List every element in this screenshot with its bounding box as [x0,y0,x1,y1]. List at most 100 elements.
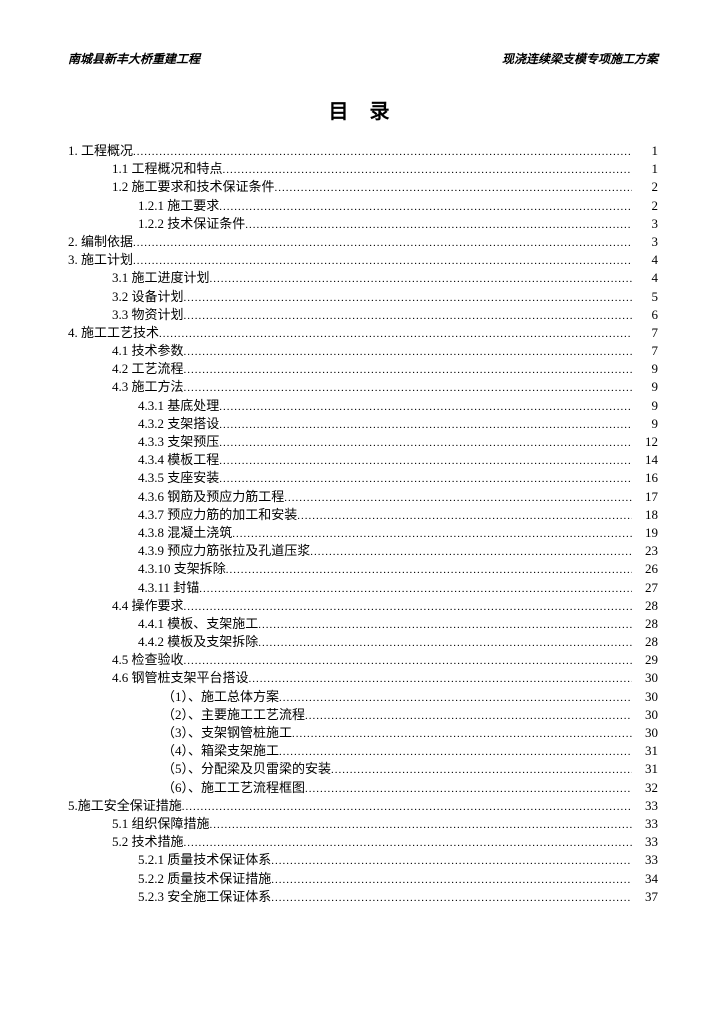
toc-leader-dots [226,565,632,576]
toc-entry-label: 5.2.1 质量技术保证体系 [138,853,271,866]
toc-leader-dots [271,893,632,904]
toc-entry-label: 4.3.2 支架搭设 [138,417,219,430]
toc-entry-label: 5.2 技术措施 [112,835,184,848]
header-right: 现浇连续梁支模专项施工方案 [502,50,658,67]
toc-leader-dots [310,547,632,558]
toc-entry-page: 4 [632,253,658,266]
toc-leader-dots [305,784,632,795]
toc-entry-label: 4.3.8 混凝土浇筑 [138,526,232,539]
toc-entry-page: 34 [632,872,658,885]
toc-entry-page: 33 [632,799,658,812]
toc-entry: 4.3.9 预应力筋张拉及孔道压浆23 [68,544,658,558]
toc-entry-page: 30 [632,708,658,721]
toc-leader-dots [219,474,632,485]
toc-entry-page: 9 [632,380,658,393]
toc-entry-page: 30 [632,690,658,703]
toc-leader-dots [279,747,632,758]
toc-entry-label: 4.3.4 模板工程 [138,453,219,466]
toc-entry-page: 28 [632,599,658,612]
toc-entry-page: 33 [632,853,658,866]
toc-entry-page: 30 [632,726,658,739]
toc-entry: 1.2.2 技术保证条件3 [68,217,658,231]
toc-leader-dots [219,402,632,413]
toc-entry-page: 3 [632,235,658,248]
toc-entry-label: 3. 施工计划 [68,253,133,266]
toc-entry-page: 31 [632,762,658,775]
toc-entry: 4.3.3 支架预压12 [68,435,658,449]
toc-entry-label: 3.2 设备计划 [112,290,184,303]
toc-entry: 1.2 施工要求和技术保证条件2 [68,180,658,194]
toc-entry: 4.4.2 模板及支架拆除28 [68,635,658,649]
toc-leader-dots [245,220,632,231]
toc-entry: （6）、施工工艺流程框图 32 [68,781,658,795]
toc-entry-page: 32 [632,781,658,794]
toc-leader-dots [219,438,632,449]
toc-entry-label: 1.1 工程概况和特点 [112,162,223,175]
toc-entry: 4.2 工艺流程9 [68,362,658,376]
toc-entry-label: 4.3 施工方法 [112,380,184,393]
toc-entry-label: （3）、支架钢管桩施工 [162,726,292,739]
toc-leader-dots [184,383,632,394]
toc-entry-label: 1.2.1 施工要求 [138,199,219,212]
toc-entry-page: 19 [632,526,658,539]
toc-entry-page: 33 [632,835,658,848]
toc-entry-page: 37 [632,890,658,903]
toc-entry-page: 2 [632,199,658,212]
toc-entry-page: 29 [632,653,658,666]
toc-entry-label: 3.1 施工进度计划 [112,271,210,284]
toc-entry-label: 4.3.10 支架拆除 [138,562,226,575]
toc-entry-page: 6 [632,308,658,321]
toc-leader-dots [219,420,632,431]
toc-entry-label: （5）、分配梁及贝雷梁的安装 [162,762,331,775]
toc-leader-dots [271,875,632,886]
toc-entry-label: （1）、施工总体方案 [162,690,279,703]
toc-entry-label: 5.1 组织保障措施 [112,817,210,830]
toc-entry-label: 4.3.11 封锚 [138,581,199,594]
toc-leader-dots [331,765,632,776]
toc-entry-label: （6）、施工工艺流程框图 [162,781,305,794]
toc-entry-page: 23 [632,544,658,557]
toc-entry-page: 9 [632,417,658,430]
toc-entry-page: 4 [632,271,658,284]
toc-entry: 4. 施工工艺技术7 [68,326,658,340]
toc-entry-label: （4）、箱梁支架施工 [162,744,279,757]
toc-entry: 5.2.1 质量技术保证体系 33 [68,853,658,867]
toc-entry-label: 4.3.7 预应力筋的加工和安装 [138,508,297,521]
toc-entry-label: 4.6 钢管桩支架平台搭设 [112,671,249,684]
toc-entry: 5.1 组织保障措施 33 [68,817,658,831]
toc-entry: 1.1 工程概况和特点1 [68,162,658,176]
toc-entry: 3.2 设备计划5 [68,290,658,304]
toc-entry-page: 7 [632,326,658,339]
toc-entry: 3.3 物资计划 6 [68,308,658,322]
toc-entry-page: 27 [632,581,658,594]
toc-entry: 4.3.8 混凝土浇筑 19 [68,526,658,540]
toc-leader-dots [184,838,632,849]
toc-entry-label: 1.2.2 技术保证条件 [138,217,245,230]
toc-leader-dots [133,238,632,249]
toc-entry: 4.3.5 支座安装16 [68,471,658,485]
page-header: 南城县新丰大桥重建工程 现浇连续梁支模专项施工方案 [68,50,658,67]
toc-entry: 4.3.1 基底处理9 [68,399,658,413]
toc-entry: （3）、支架钢管桩施工 30 [68,726,658,740]
toc-leader-dots [184,656,632,667]
toc-entry-label: 4.4 操作要求 [112,599,184,612]
toc-entry-page: 28 [632,617,658,630]
toc-entry-page: 1 [632,144,658,157]
toc-entry: 4.3.7 预应力筋的加工和安装18 [68,508,658,522]
toc-entry: （2）、主要施工工艺流程30 [68,708,658,722]
toc-entry: （5）、分配梁及贝雷梁的安装 31 [68,762,658,776]
toc-leader-dots [182,802,632,813]
toc-leader-dots [184,602,632,613]
toc-leader-dots [292,729,632,740]
toc-entry-label: 4.3.1 基底处理 [138,399,219,412]
toc-entry: 3. 施工计划 4 [68,253,658,267]
toc-leader-dots [159,329,632,340]
document-page: 南城县新丰大桥重建工程 现浇连续梁支模专项施工方案 目 录 1. 工程概况11.… [0,0,726,1026]
toc-entry: 4.1 技术参数7 [68,344,658,358]
toc-entry-label: 1. 工程概况 [68,144,133,157]
toc-entry: 5.2 技术措施 33 [68,835,658,849]
toc-entry-label: 3.3 物资计划 [112,308,184,321]
toc-entry-page: 33 [632,817,658,830]
toc-entry: 4.6 钢管桩支架平台搭设30 [68,671,658,685]
toc-leader-dots [271,856,632,867]
